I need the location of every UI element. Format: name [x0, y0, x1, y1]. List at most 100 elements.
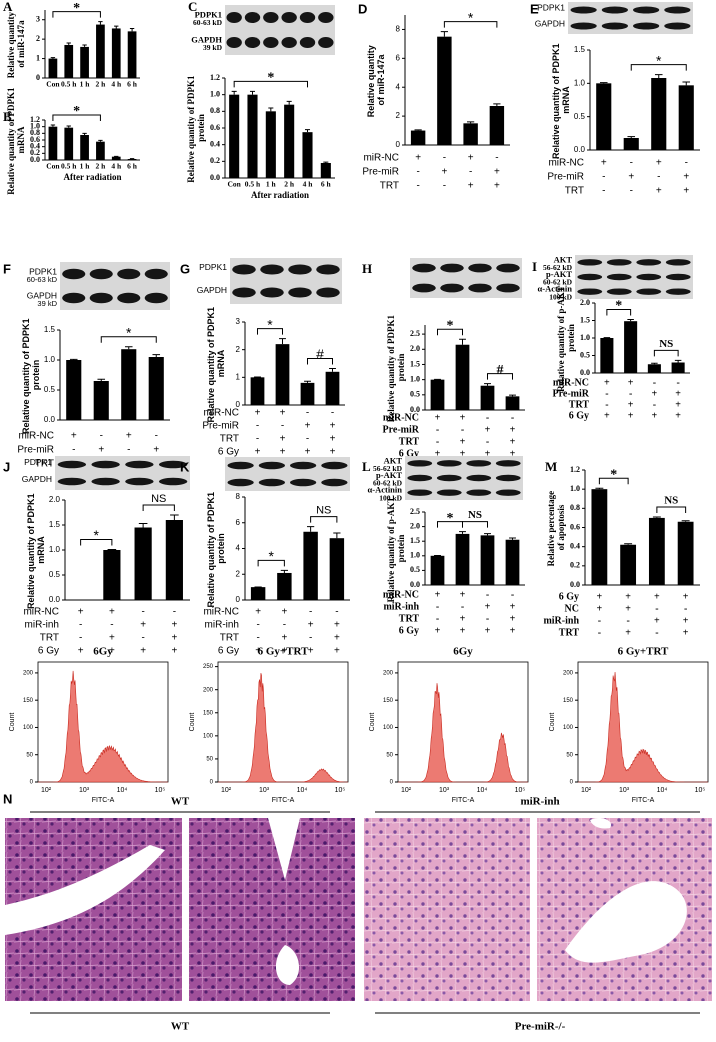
y-tick-label: 8	[236, 492, 241, 501]
condition-name: miR-inh	[383, 601, 419, 612]
blot-label: α-Actinin	[538, 284, 573, 294]
condition-sign: -	[685, 158, 688, 169]
blot-band	[316, 287, 340, 298]
y-tick-label: 1.0	[30, 121, 40, 130]
group-label: Pre-miR-/-	[515, 1021, 566, 1033]
blot-band	[606, 288, 632, 295]
bar	[229, 94, 240, 178]
y-tick-label: 1	[36, 53, 40, 62]
condition-name: miR-NC	[363, 153, 399, 164]
y-axis-label: Relative quantity of miR-147a	[366, 43, 386, 118]
significance-label: *	[126, 325, 132, 341]
y-axis-label: Relative quantity of PDPK1 mRNA	[206, 304, 226, 422]
blot-band	[570, 22, 597, 30]
blot-band	[290, 478, 317, 487]
blot-band	[290, 461, 317, 470]
bar	[165, 520, 183, 600]
blot-band	[633, 22, 660, 30]
condition-sign: +	[280, 447, 286, 458]
condition-sign: +	[109, 607, 115, 618]
error-bar	[98, 139, 103, 142]
bar	[148, 357, 164, 420]
condition-sign: +	[510, 448, 516, 459]
error-bar	[651, 362, 658, 365]
significance-label: *	[615, 299, 622, 314]
condition-sign: +	[654, 591, 660, 602]
blot-band	[263, 12, 279, 23]
condition-sign: +	[675, 399, 681, 410]
condition-sign: +	[510, 613, 516, 624]
significance-label: *	[94, 527, 100, 543]
y-tick-label: 4	[236, 544, 241, 553]
y-tick-label: 0.0	[410, 580, 420, 589]
vessel	[268, 818, 300, 985]
condition-name: 6 Gy	[38, 646, 59, 657]
y-tick-label: 200	[563, 670, 574, 676]
blot-label: PDPK1	[195, 9, 222, 19]
blot-band	[601, 22, 628, 30]
significance-label: *	[468, 9, 474, 25]
condition-name: Pre-miR	[17, 445, 54, 456]
condition-sign: -	[306, 434, 309, 445]
error-bar	[107, 549, 117, 550]
blot-label: p-AKT	[546, 269, 572, 279]
histogram-curve	[218, 673, 348, 783]
condition-sign: -	[598, 615, 601, 626]
blot-band	[495, 460, 521, 467]
bar	[93, 381, 109, 420]
condition-sign: -	[256, 421, 259, 432]
error-bar	[82, 132, 87, 135]
condition-sign: +	[468, 181, 474, 192]
condition-sign: +	[460, 412, 466, 423]
flow-panel: 0 50 100 150 200 10² 10³ 10⁴ 10⁵ FITC-A Count 6 Gy+…	[549, 646, 709, 804]
blot-band	[665, 259, 691, 266]
significance-bracket	[487, 373, 513, 380]
bar	[647, 364, 661, 373]
bar	[66, 360, 82, 420]
condition-sign: +	[109, 646, 115, 657]
condition-name: TRT	[40, 633, 59, 644]
y-tick-label: 3	[36, 15, 40, 24]
condition-sign: +	[126, 431, 132, 442]
y-tick-label: 0.0	[570, 580, 580, 589]
error-bar	[493, 103, 501, 106]
blot-band	[570, 6, 597, 14]
condition-sign: +	[604, 377, 610, 388]
significance-label: *	[269, 548, 275, 564]
blot-band	[117, 292, 141, 304]
condition-sign: +	[510, 625, 516, 636]
panel-letter: D	[358, 1, 367, 16]
blot-band	[495, 489, 521, 496]
significance-bracket	[233, 80, 308, 88]
blot-label: GAPDH	[535, 18, 565, 28]
condition-sign: -	[598, 627, 601, 638]
significance-bracket	[462, 521, 488, 528]
bar-panel: L 0.0 0.5 1.0 1.5 2.0 2.5 Relative quantity of …	[362, 455, 525, 636]
blot-band	[89, 292, 113, 304]
error-bar	[467, 121, 475, 124]
condition-sign: +	[334, 646, 340, 657]
significance-bracket	[257, 328, 283, 335]
blot-label: 39 kD	[203, 43, 223, 52]
error-bar	[249, 90, 256, 95]
x-tick-label: 0.5 h	[245, 180, 261, 189]
condition-sign: +	[460, 613, 466, 624]
bar	[505, 539, 520, 585]
condition-sign: +	[171, 633, 177, 644]
condition-name: miR-NC	[383, 412, 419, 423]
error-bar	[682, 81, 691, 86]
condition-sign: +	[683, 615, 689, 626]
y-axis-label: Count	[189, 713, 196, 732]
bar	[96, 141, 105, 160]
y-tick-label: 2.5	[410, 329, 420, 338]
condition-sign: -	[173, 607, 176, 618]
y-tick-label: 1.5	[49, 520, 61, 529]
y-tick-label: 1.0	[574, 78, 586, 87]
condition-sign: +	[140, 646, 146, 657]
y-tick-label: 1.5	[410, 359, 420, 368]
significance-bracket	[52, 11, 101, 18]
y-tick-label: 0	[30, 780, 34, 786]
y-axis-label: Relative quantity of PDPK1 protein	[21, 316, 41, 434]
condition-name: 6 Gy	[218, 646, 239, 657]
